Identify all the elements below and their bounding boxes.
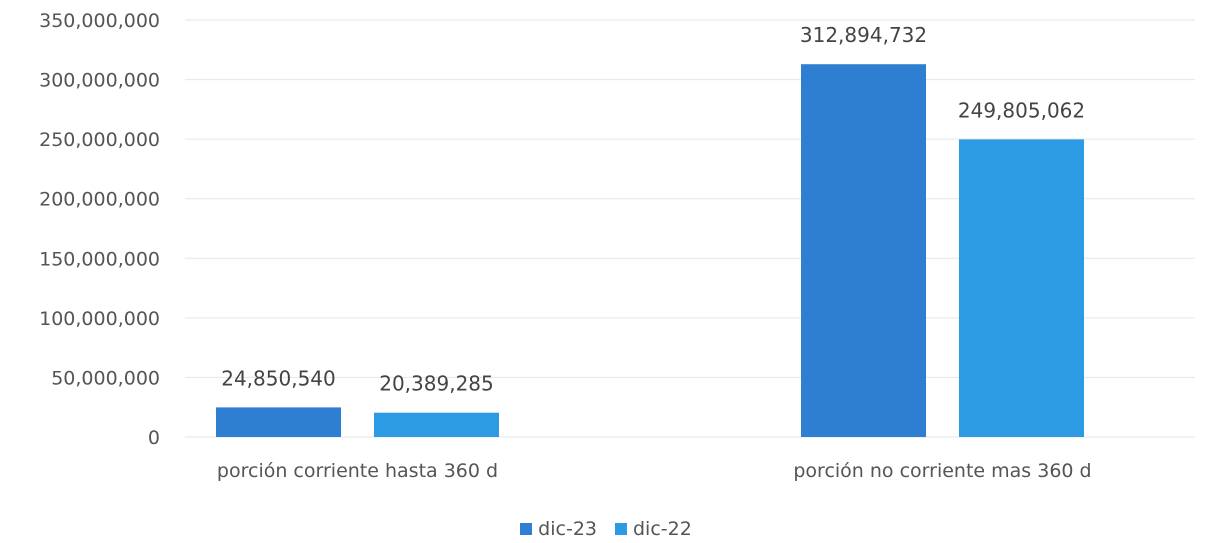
bar-dic-22-0 bbox=[374, 412, 499, 437]
data-label: 24,850,540 bbox=[221, 366, 336, 390]
y-tick-label: 250,000,000 bbox=[39, 129, 160, 151]
data-label: 312,894,732 bbox=[800, 23, 927, 47]
data-label: 20,389,285 bbox=[379, 372, 494, 396]
y-tick-label: 150,000,000 bbox=[39, 248, 160, 270]
x-axis-categories: porción corriente hasta 360 d porción no … bbox=[217, 460, 1092, 482]
y-tick-label: 100,000,000 bbox=[39, 308, 160, 330]
y-axis-ticks: 0 50,000,000 100,000,000 150,000,000 200,000… bbox=[39, 10, 160, 449]
y-tick-label: 300,000,000 bbox=[39, 70, 160, 92]
x-category-label: porción no corriente mas 360 d bbox=[793, 460, 1091, 482]
legend: dic-23 dic-22 bbox=[0, 518, 1212, 540]
gridlines bbox=[185, 19, 1195, 438]
y-tick-label: 50,000,000 bbox=[51, 367, 160, 389]
legend-swatch bbox=[615, 523, 627, 535]
bar-dic-23-0 bbox=[216, 407, 341, 437]
bar-dic-23-1 bbox=[801, 64, 926, 437]
y-tick-label: 200,000,000 bbox=[39, 189, 160, 211]
legend-swatch bbox=[520, 523, 533, 535]
bar-dic-22-1 bbox=[959, 139, 1084, 437]
legend-label: dic-22 bbox=[633, 518, 692, 540]
legend-label: dic-23 bbox=[538, 518, 597, 540]
legend-item-dic-23: dic-23 bbox=[520, 518, 597, 540]
bars bbox=[216, 64, 1084, 437]
bar-chart: 0 50,000,000 100,000,000 150,000,000 200,000… bbox=[39, 10, 1195, 482]
legend-item-dic-22: dic-22 bbox=[615, 518, 692, 540]
x-category-label: porción corriente hasta 360 d bbox=[217, 460, 498, 482]
data-labels: 24,850,540 20,389,285 312,894,732 249,805,0… bbox=[221, 23, 1085, 395]
y-tick-label: 350,000,000 bbox=[39, 10, 160, 32]
data-label: 249,805,062 bbox=[958, 98, 1085, 122]
y-tick-label: 0 bbox=[148, 427, 160, 449]
